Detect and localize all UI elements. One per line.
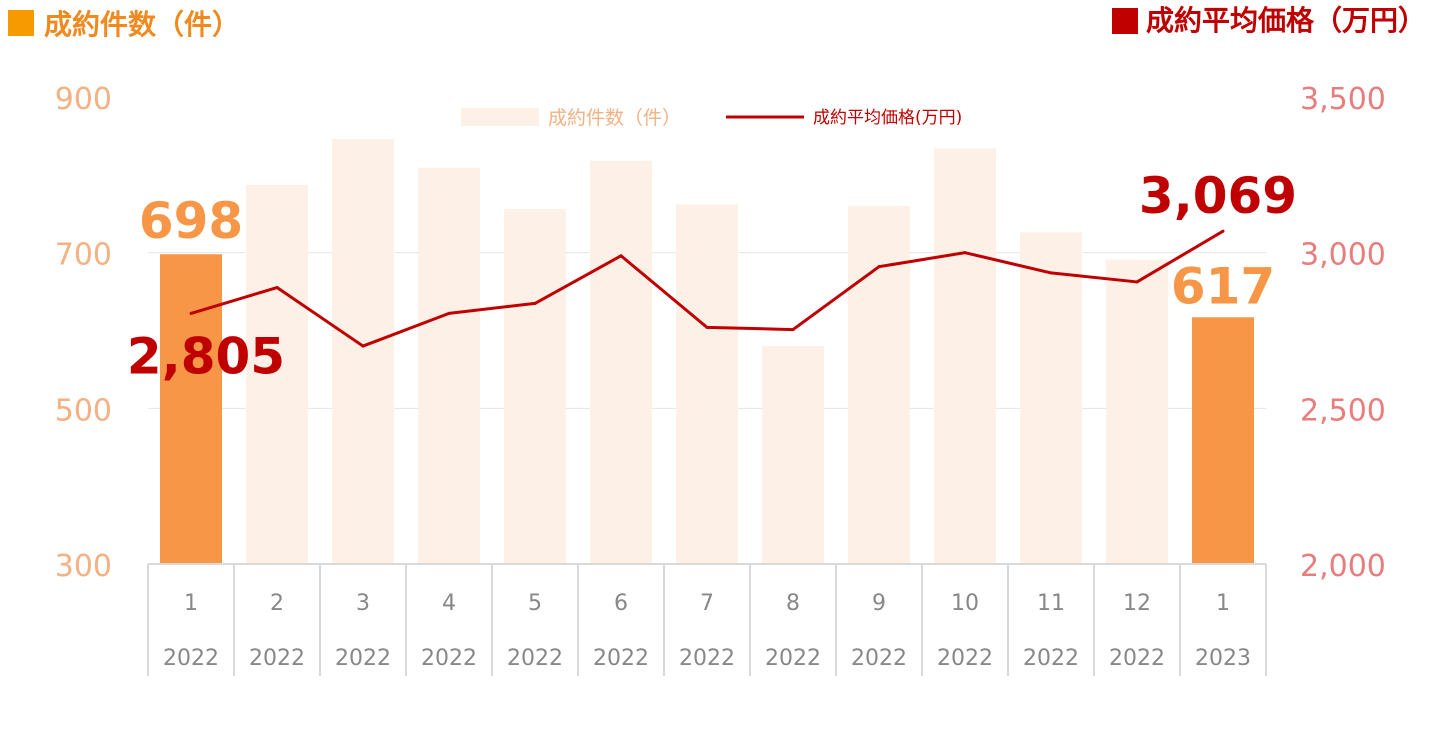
left-axis-tick-label: 300 [55,549,112,584]
bar [160,254,222,564]
category-year-label: 2022 [1109,646,1165,671]
price-point [361,344,365,348]
left-axis-tick-label: 700 [55,238,112,273]
data-label: 698 [139,192,243,250]
category-month-label: 5 [528,591,542,616]
bar [418,167,480,564]
bar [676,204,738,564]
category-month-label: 2 [270,591,284,616]
category-year-label: 2022 [335,646,391,671]
price-point [1135,280,1139,284]
category-month-label: 3 [356,591,370,616]
price-point [877,265,881,269]
bar [504,209,566,564]
data-label: 3,069 [1139,167,1297,225]
right-axis-tick-label: 3,000 [1300,238,1386,273]
category-year-label: 2022 [765,646,821,671]
bar [1192,317,1254,564]
category-year-label: 2022 [851,646,907,671]
price-point [1049,271,1053,275]
bar [332,139,394,564]
price-point [705,325,709,329]
category-month-label: 8 [786,591,800,616]
bar [762,346,824,564]
category-month-label: 9 [872,591,886,616]
category-year-label: 2023 [1195,646,1251,671]
category-month-label: 11 [1037,591,1065,616]
category-month-label: 6 [614,591,628,616]
left-axis-title: 成約件数（件） [44,8,240,41]
category-year-label: 2022 [163,646,219,671]
left-axis-tick-label: 900 [55,82,112,117]
right-axis-tick-label: 2,000 [1300,549,1386,584]
category-year-label: 2022 [421,646,477,671]
left-axis-tick-label: 500 [55,393,112,428]
price-point [1221,229,1225,233]
data-label: 617 [1171,257,1275,315]
category-month-label: 1 [1216,591,1230,616]
price-point [189,311,193,315]
category-year-label: 2022 [937,646,993,671]
category-month-label: 4 [442,591,456,616]
category-year-label: 2022 [593,646,649,671]
price-point [791,328,795,332]
category-month-label: 12 [1123,591,1151,616]
right-title-marker-icon [1112,8,1138,34]
data-label: 2,805 [127,327,285,385]
category-month-label: 10 [951,591,979,616]
category-month-label: 7 [700,591,714,616]
bar [1106,259,1168,564]
price-point [533,301,537,305]
bar [934,148,996,564]
bar [1020,232,1082,564]
category-year-label: 2022 [507,646,563,671]
category-year-label: 2022 [679,646,735,671]
category-year-label: 2022 [249,646,305,671]
bar [848,205,910,564]
right-axis-title: 成約平均価格（万円） [1146,4,1426,37]
right-axis-tick-label: 3,500 [1300,82,1386,117]
legend-bar-label: 成約件数（件） [548,107,681,129]
price-point [275,286,279,290]
category-year-label: 2022 [1023,646,1079,671]
bar [246,184,308,564]
price-point [619,254,623,258]
right-axis-tick-label: 2,500 [1300,393,1386,428]
price-point [963,251,967,255]
legend-line-label: 成約平均価格(万円) [813,108,962,128]
left-title-marker-icon [8,10,34,36]
price-point [447,311,451,315]
category-month-label: 1 [184,591,198,616]
legend-bar-swatch [461,108,539,126]
bar [590,160,652,564]
